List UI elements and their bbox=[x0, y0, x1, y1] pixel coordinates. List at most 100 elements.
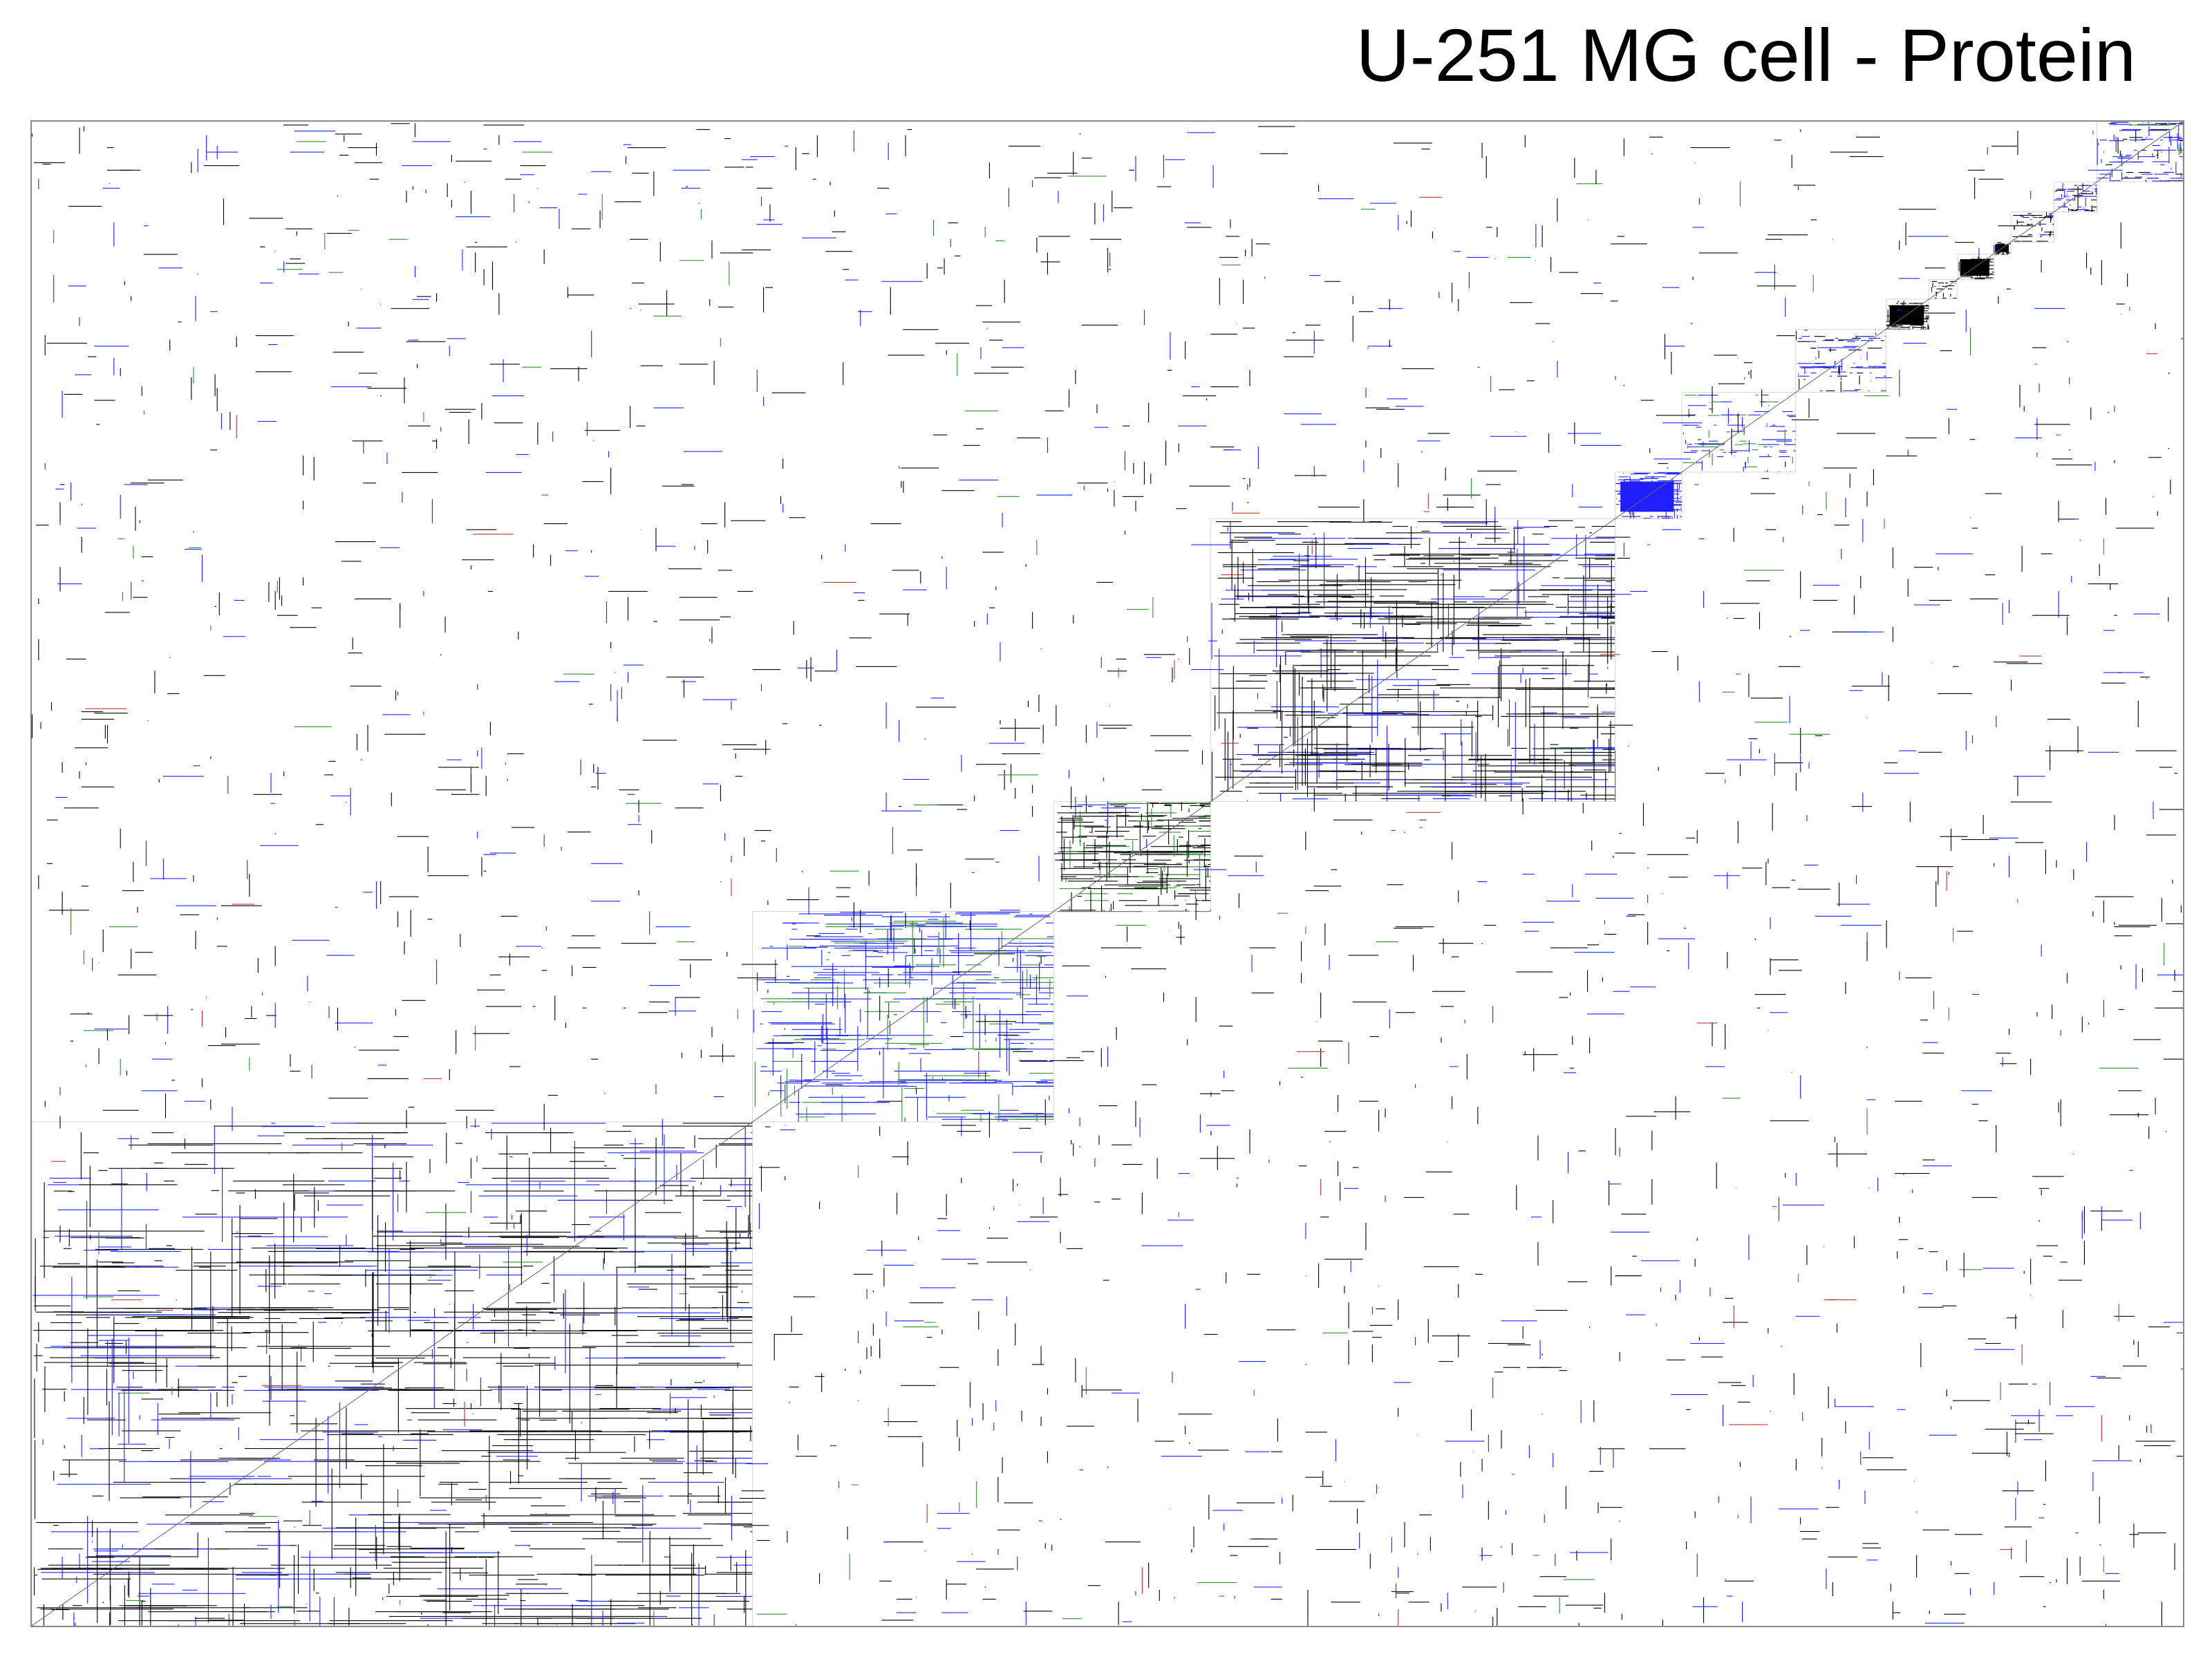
link-cell bbox=[1537, 1242, 1539, 1266]
cluster-2-cell bbox=[1094, 838, 1096, 862]
link-cell bbox=[899, 806, 902, 807]
link-cell bbox=[335, 1380, 373, 1382]
cluster-1-cell bbox=[1039, 962, 1040, 991]
cluster-12-cell bbox=[2062, 182, 2063, 191]
link-cell bbox=[2017, 899, 2018, 903]
link-cell bbox=[1032, 1364, 1044, 1365]
cluster-0-cell bbox=[165, 1436, 175, 1438]
cluster-0-cell bbox=[616, 1266, 710, 1268]
cluster-0-cell bbox=[689, 1450, 753, 1452]
link-cell bbox=[1630, 590, 1647, 592]
cluster-3-cell bbox=[1307, 545, 1309, 603]
link-cell bbox=[64, 1445, 65, 1449]
cluster-13-cell bbox=[2152, 144, 2159, 147]
link-cell bbox=[203, 675, 225, 676]
link-cell bbox=[675, 997, 676, 1016]
link-cell bbox=[937, 1528, 951, 1529]
link-cell bbox=[2148, 1126, 2150, 1139]
link-cell bbox=[1247, 800, 1248, 802]
cluster-0-cell bbox=[526, 1593, 529, 1594]
cluster-0-cell bbox=[55, 1235, 133, 1237]
cluster-0-cell bbox=[638, 1607, 677, 1609]
link-cell bbox=[281, 595, 283, 606]
cluster-0-cell bbox=[702, 1199, 731, 1201]
link-cell bbox=[92, 957, 93, 971]
link-cell bbox=[537, 1618, 538, 1626]
link-cell bbox=[997, 774, 1038, 776]
link-cell bbox=[363, 482, 377, 484]
cluster-13-cell bbox=[2126, 155, 2132, 156]
cluster-12-cell bbox=[2071, 210, 2078, 212]
link-cell bbox=[365, 1269, 366, 1287]
cluster-3-cell bbox=[1475, 732, 1477, 798]
cluster-2-cell bbox=[1116, 865, 1118, 867]
link-cell bbox=[509, 1284, 511, 1291]
link-cell bbox=[2015, 1419, 2016, 1443]
cluster-2-cell bbox=[1176, 863, 1182, 864]
link-cell bbox=[1305, 832, 1306, 850]
cluster-0-cell bbox=[397, 1489, 399, 1508]
link-cell bbox=[206, 135, 207, 161]
cluster-0-cell bbox=[265, 1318, 280, 1320]
link-cell bbox=[1537, 1135, 1539, 1161]
link-cell bbox=[1550, 256, 1552, 272]
cluster-6-cell bbox=[1804, 366, 1806, 375]
cluster-0-cell bbox=[242, 1607, 308, 1609]
cluster-3-cell bbox=[1472, 601, 1546, 603]
link-cell bbox=[1103, 727, 1127, 729]
cluster-3-cell bbox=[1284, 764, 1323, 765]
cluster-6-cell bbox=[1815, 363, 1821, 364]
link-cell bbox=[1589, 1038, 1591, 1053]
cluster-0-cell bbox=[109, 1168, 167, 1169]
cluster-6-cell bbox=[1878, 367, 1886, 368]
cluster-5-cell bbox=[1687, 405, 1706, 406]
link-cell bbox=[662, 1118, 663, 1146]
cluster-3-cell bbox=[1387, 688, 1412, 690]
link-cell bbox=[1402, 714, 1430, 715]
cluster-0-cell bbox=[35, 1238, 36, 1312]
link-cell bbox=[1572, 1035, 1573, 1045]
link-cell bbox=[1754, 994, 1786, 995]
link-cell bbox=[1253, 1586, 1282, 1588]
link-cell bbox=[1243, 279, 1244, 304]
cluster-1-cell bbox=[1052, 946, 1054, 948]
cluster-0-cell bbox=[254, 1189, 256, 1199]
cluster-3-cell bbox=[1229, 541, 1248, 543]
link-cell bbox=[40, 723, 41, 729]
link-cell bbox=[974, 621, 975, 627]
link-cell bbox=[597, 767, 599, 790]
cluster-1-cell bbox=[774, 982, 814, 983]
link-cell bbox=[722, 1043, 724, 1062]
cluster-4-cell bbox=[1619, 492, 1620, 494]
link-cell bbox=[1443, 494, 1481, 496]
link-cell bbox=[830, 182, 831, 186]
cluster-2-cell bbox=[1092, 863, 1132, 864]
link-cell bbox=[937, 1230, 960, 1231]
cluster-0-cell bbox=[329, 1620, 453, 1622]
link-cell bbox=[1305, 324, 1321, 326]
link-cell bbox=[1931, 663, 1932, 664]
cluster-2-cell bbox=[1122, 863, 1167, 864]
cluster-3-cell bbox=[1396, 600, 1398, 662]
link-cell bbox=[1189, 485, 1230, 487]
cluster-0-cell bbox=[141, 1450, 153, 1452]
link-cell bbox=[1141, 1567, 1143, 1594]
link-cell bbox=[507, 753, 525, 755]
cluster-8-cell bbox=[1942, 292, 1944, 297]
link-cell bbox=[702, 783, 719, 785]
link-cell bbox=[2056, 1415, 2073, 1416]
link-cell bbox=[741, 1490, 765, 1492]
link-cell bbox=[518, 1475, 523, 1477]
link-cell bbox=[388, 238, 408, 240]
cluster-0-cell bbox=[118, 1461, 229, 1462]
link-cell bbox=[1449, 657, 1465, 658]
cluster-0-cell bbox=[514, 1545, 531, 1546]
cluster-3-cell bbox=[1385, 632, 1387, 659]
cluster-3-cell bbox=[1275, 543, 1353, 545]
link-cell bbox=[77, 527, 96, 529]
link-cell bbox=[892, 1156, 909, 1158]
cluster-0-cell bbox=[500, 1237, 559, 1238]
cluster-0-cell bbox=[680, 1153, 682, 1196]
cluster-0-cell bbox=[659, 1318, 704, 1320]
link-cell bbox=[464, 1401, 465, 1427]
